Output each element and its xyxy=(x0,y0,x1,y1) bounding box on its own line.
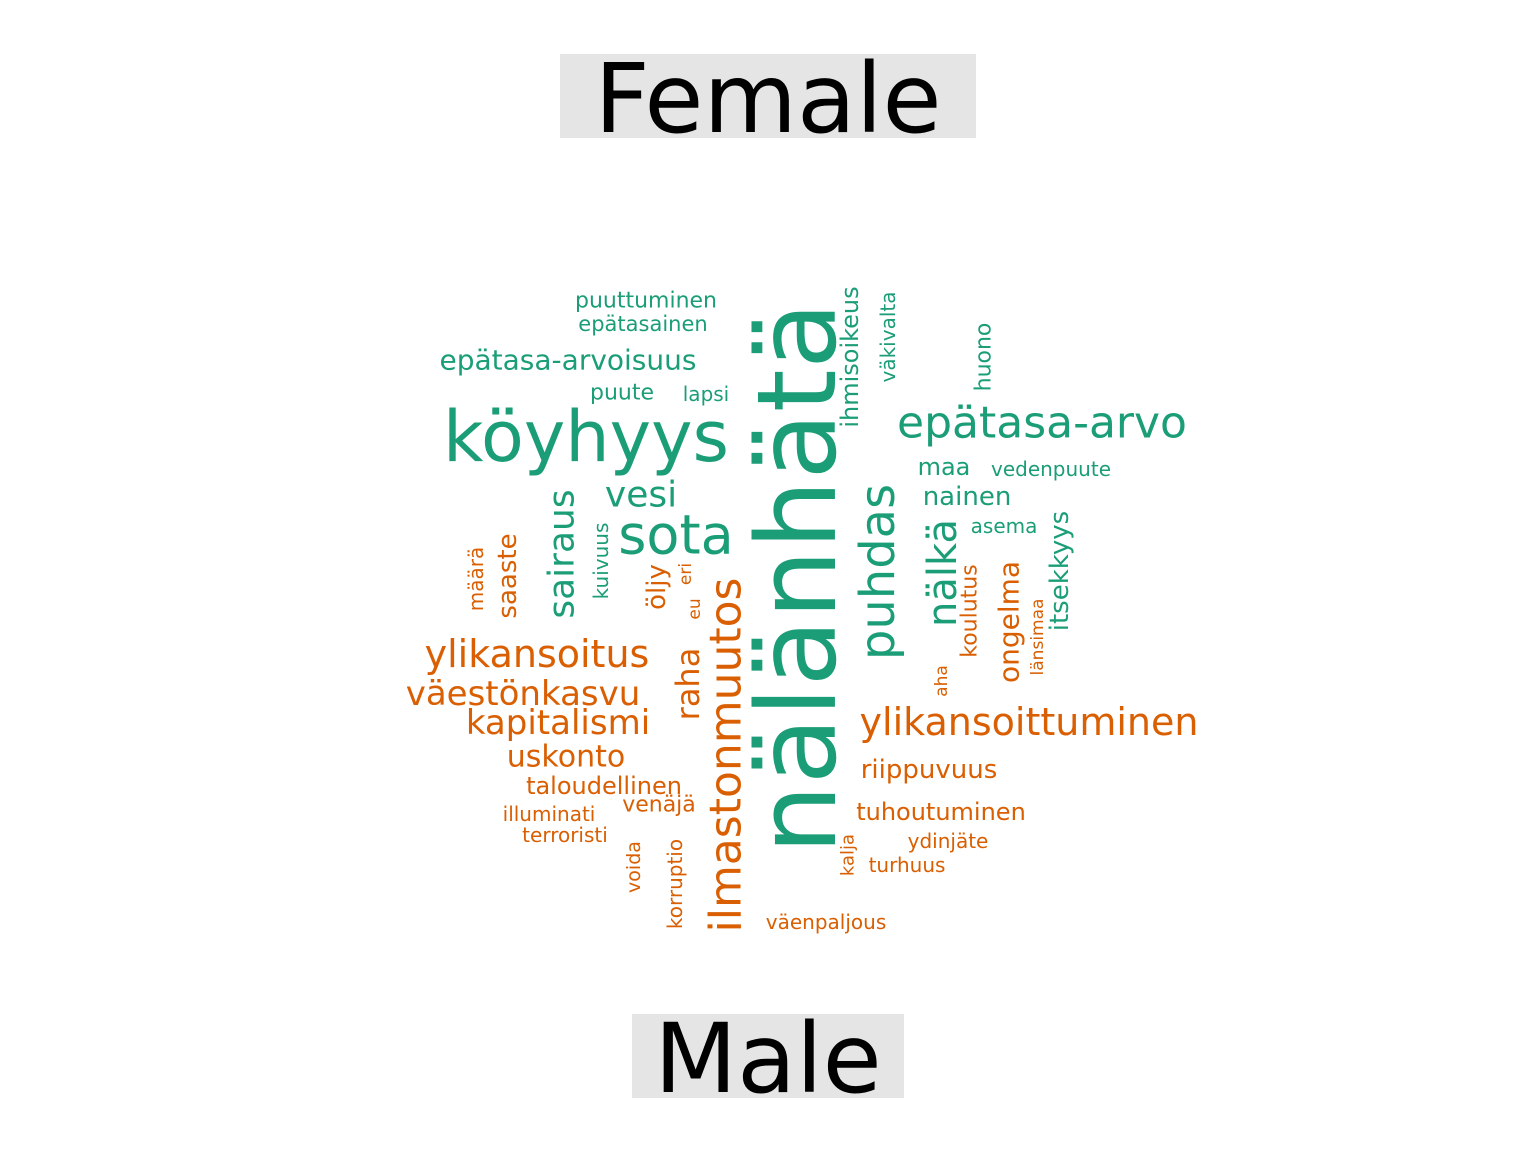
word-male: voida xyxy=(623,841,645,893)
word-female: asema xyxy=(971,514,1038,538)
word-female: sairaus xyxy=(542,489,583,618)
word-male: tuhoutuminen xyxy=(856,798,1026,826)
group-header-female-bg xyxy=(560,54,976,138)
word-male: määrä xyxy=(464,547,488,611)
word-male: turhuus xyxy=(869,853,946,877)
word-female: epätasa-arvo xyxy=(897,398,1187,449)
word-male: kalja xyxy=(838,834,859,876)
word-female: kuivuus xyxy=(589,523,613,600)
word-female: nainen xyxy=(923,482,1012,512)
word-male: ydinjäte xyxy=(908,829,989,853)
word-female: köyhyys xyxy=(443,396,729,478)
word-male: väestönkasvu xyxy=(406,674,641,714)
word-female: sota xyxy=(618,504,733,567)
group-header-male-bg xyxy=(632,1014,904,1098)
group-header-female: Female xyxy=(560,43,976,155)
word-female: väkivalta xyxy=(876,292,900,383)
word-female: ihmisoikeus xyxy=(836,286,864,427)
word-female: lapsi xyxy=(683,382,729,406)
word-male: länsimaa xyxy=(1028,599,1048,676)
word-female: vesi xyxy=(605,475,677,516)
word-male: riippuvuus xyxy=(861,755,998,785)
word-male: koulutus xyxy=(958,564,983,657)
word-female: itsekkyys xyxy=(1045,511,1075,631)
word-male: väenpaljous xyxy=(766,910,886,934)
word-female: puuttuminen xyxy=(575,289,717,314)
word-female: huono xyxy=(972,323,997,392)
word-female: vedenpuute xyxy=(991,457,1111,481)
word-male: venäjä xyxy=(622,793,696,818)
word-male: eri xyxy=(676,563,696,585)
word-male: öljy xyxy=(642,564,672,610)
word-male: aha xyxy=(932,665,952,697)
word-female: nälkä xyxy=(920,519,966,627)
group-label-female: Female xyxy=(594,43,941,155)
word-male: ylikansoitus xyxy=(425,632,650,676)
word-male: raha xyxy=(669,648,707,721)
word-female: epätasa-arvoisuus xyxy=(440,344,697,377)
word-female: puhdas xyxy=(850,484,906,660)
word-male: eu xyxy=(685,598,705,619)
group-label-male: Male xyxy=(654,1003,881,1115)
word-male: kapitalismi xyxy=(466,703,650,743)
word-female: nälänhätä xyxy=(733,302,861,854)
word-female: epätasainen xyxy=(578,312,707,336)
word-male: terroristi xyxy=(522,823,608,847)
word-male: illuminati xyxy=(503,802,596,826)
word-male: korruptio xyxy=(663,839,687,929)
word-female: maa xyxy=(918,453,971,481)
word-female: puute xyxy=(590,381,654,406)
word-male: ongelma xyxy=(993,561,1026,683)
word-male: ilmastonmuutos xyxy=(701,578,752,933)
word-male: saaste xyxy=(493,533,523,618)
word-male: uskonto xyxy=(507,740,625,775)
word-male: ylikansoittuminen xyxy=(860,700,1199,744)
group-header-male: Male xyxy=(632,1003,904,1115)
word-male: taloudellinen xyxy=(526,772,682,800)
